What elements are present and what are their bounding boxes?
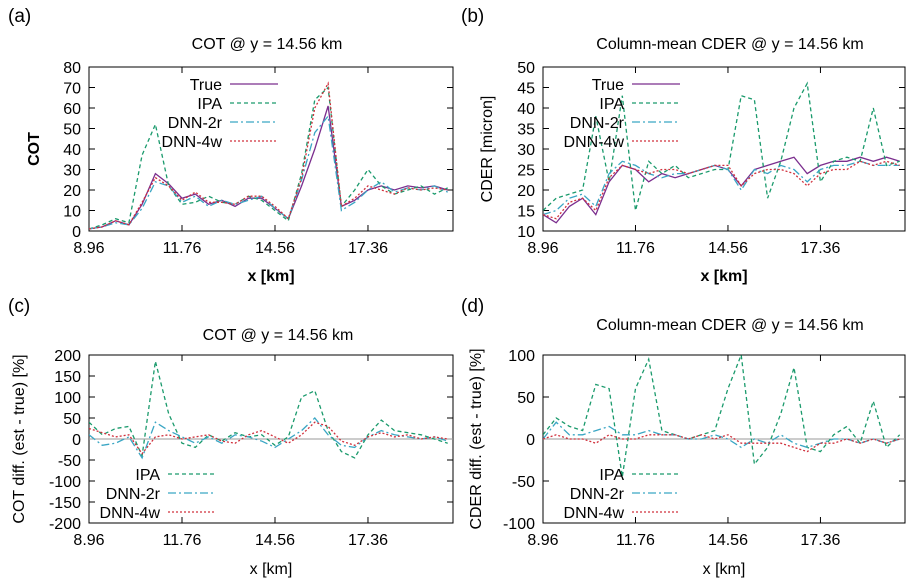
panel-d-legend-label: DNN-4w [564,505,625,522]
panel-b-legend-label: True [592,77,624,94]
panel-c-ytick-label: 100 [54,390,81,407]
panel-b-series-ipa [543,81,900,211]
panel-b-ytick-label: 45 [517,81,535,98]
panel-d-ytick-label: 50 [517,390,535,407]
panel-c-ytick-label: 150 [54,369,81,386]
panel-c-ylabel: COT diff. (est - true) [%] [11,354,28,523]
panel-d-series-dnn-4w [543,434,900,453]
panel-b-legend-label: DNN-4w [564,134,625,151]
panel-d-ytick-label: 0 [526,432,535,449]
panel-b-series-true [543,156,900,224]
panel-b-title: Column-mean CDER @ y = 14.56 km [596,36,863,53]
panel-c-label: (c) [8,296,30,317]
panel-a-xtick-label: 17.36 [348,240,388,257]
panel-a-ytick-label: 30 [63,163,81,180]
panel-a-label: (a) [8,6,31,27]
panel-b-ylabel: CDER [micron] [479,96,496,203]
panel-a-series-ipa [89,86,448,230]
panel-c-ytick-label: 50 [63,411,81,428]
panel-a-xlabel: x [km] [247,268,294,285]
panel-a-legend-label: DNN-2r [168,115,223,132]
panel-a-ylabel: COT [26,132,43,166]
panel-d-xtick-label: 8.96 [527,532,558,549]
panel-c-series-ipa [89,361,448,459]
panel-b-xtick-label: 8.96 [527,240,558,257]
panel-d-label: (d) [461,296,484,317]
panel-c-xlabel: x [km] [250,561,293,578]
panel-a-legend-label: True [190,77,222,94]
panel-b-xtick-label: 17.36 [800,240,840,257]
panel-a-ytick-label: 60 [63,101,81,118]
panel-b-ytick-label: 30 [517,142,535,159]
panel-c-xtick-label: 14.56 [255,532,295,549]
panel-b-legend-label: DNN-2r [570,115,625,132]
panel-d-legend-label: IPA [599,467,624,484]
panel-d-ylabel: CDER diff. (est - true) [%] [468,348,485,529]
panel-c-ytick-label: -100 [49,474,81,491]
panel-b-ytick-label: 10 [517,224,535,241]
panel-d-xtick-label: 14.56 [708,532,748,549]
panel-a-xtick-label: 11.76 [163,240,202,257]
panel-a-title: COT @ y = 14.56 km [192,36,343,53]
panel-c-legend-label: IPA [135,467,160,484]
panel-b-xtick-label: 14.56 [708,240,748,257]
panel-a-xtick-label: 8.96 [73,240,104,257]
panel-a-ytick-label: 40 [63,142,81,159]
panel-c-ytick-label: 200 [54,348,81,365]
panel-b-legend-label: IPA [599,96,624,113]
panel-b-series-dnn-2r [543,160,900,216]
panel-a-series-dnn-4w [89,81,448,230]
panel-b-ytick-label: 40 [517,101,535,118]
panel-b-ytick-label: 50 [517,60,535,77]
panel-c-xtick-label: 11.76 [163,532,202,549]
panel-a-legend-label: DNN-4w [162,134,223,151]
panel-c-series-dnn-4w [89,421,448,455]
panel-a-legend-label: IPA [197,96,222,113]
panel-d-series-dnn-2r [543,421,900,449]
panel-c-legend-label: DNN-4w [100,505,161,522]
panel-d-legend-label: DNN-2r [570,486,625,503]
panel-b-label: (b) [461,6,484,27]
panel-c-xtick-label: 17.36 [348,532,388,549]
panel-d-xlabel: x [km] [703,561,746,578]
panel-a-series-dnn-2r [89,114,448,230]
panel-a-ytick-label: 0 [72,224,81,241]
panel-d-ytick-label: -50 [512,474,535,491]
panel-a-ytick-label: 70 [63,81,81,98]
panel-b-series-dnn-4w [543,160,900,220]
panel-c-ytick-label: -50 [58,453,81,470]
panel-a-series-true [89,105,448,230]
panel-c-ytick-label: -150 [49,495,81,512]
panel-a-xtick-label: 14.56 [255,240,295,257]
panel-a-ytick-label: 80 [63,60,81,77]
panel-d-xtick-label: 17.36 [800,532,840,549]
panel-d-xtick-label: 11.76 [616,532,655,549]
panel-b-ytick-label: 15 [517,204,535,221]
panel-c-series-dnn-2r [89,417,448,460]
panel-c-ytick-label: -200 [49,516,81,533]
panel-c-legend-label: DNN-2r [106,486,161,503]
panel-b-xlabel: x [km] [700,268,747,285]
panel-d-title: Column-mean CDER @ y = 14.56 km [596,317,863,334]
panel-a-ytick-label: 50 [63,122,81,139]
panel-b-ytick-label: 35 [517,122,535,139]
panel-c-xtick-label: 8.96 [73,532,104,549]
panel-d-ytick-label: -100 [503,516,535,533]
panel-d-series-ipa [543,355,901,477]
panel-b-ytick-label: 20 [517,183,535,200]
panel-c-title: COT @ y = 14.56 km [203,327,354,344]
panel-d-ytick-label: 100 [508,348,535,365]
panel-a-ytick-label: 20 [63,183,81,200]
panel-b-ytick-label: 25 [517,163,535,180]
panel-b-xtick-label: 11.76 [616,240,655,257]
panel-c-ytick-label: 0 [72,432,81,449]
panel-a-ytick-label: 10 [63,204,81,221]
